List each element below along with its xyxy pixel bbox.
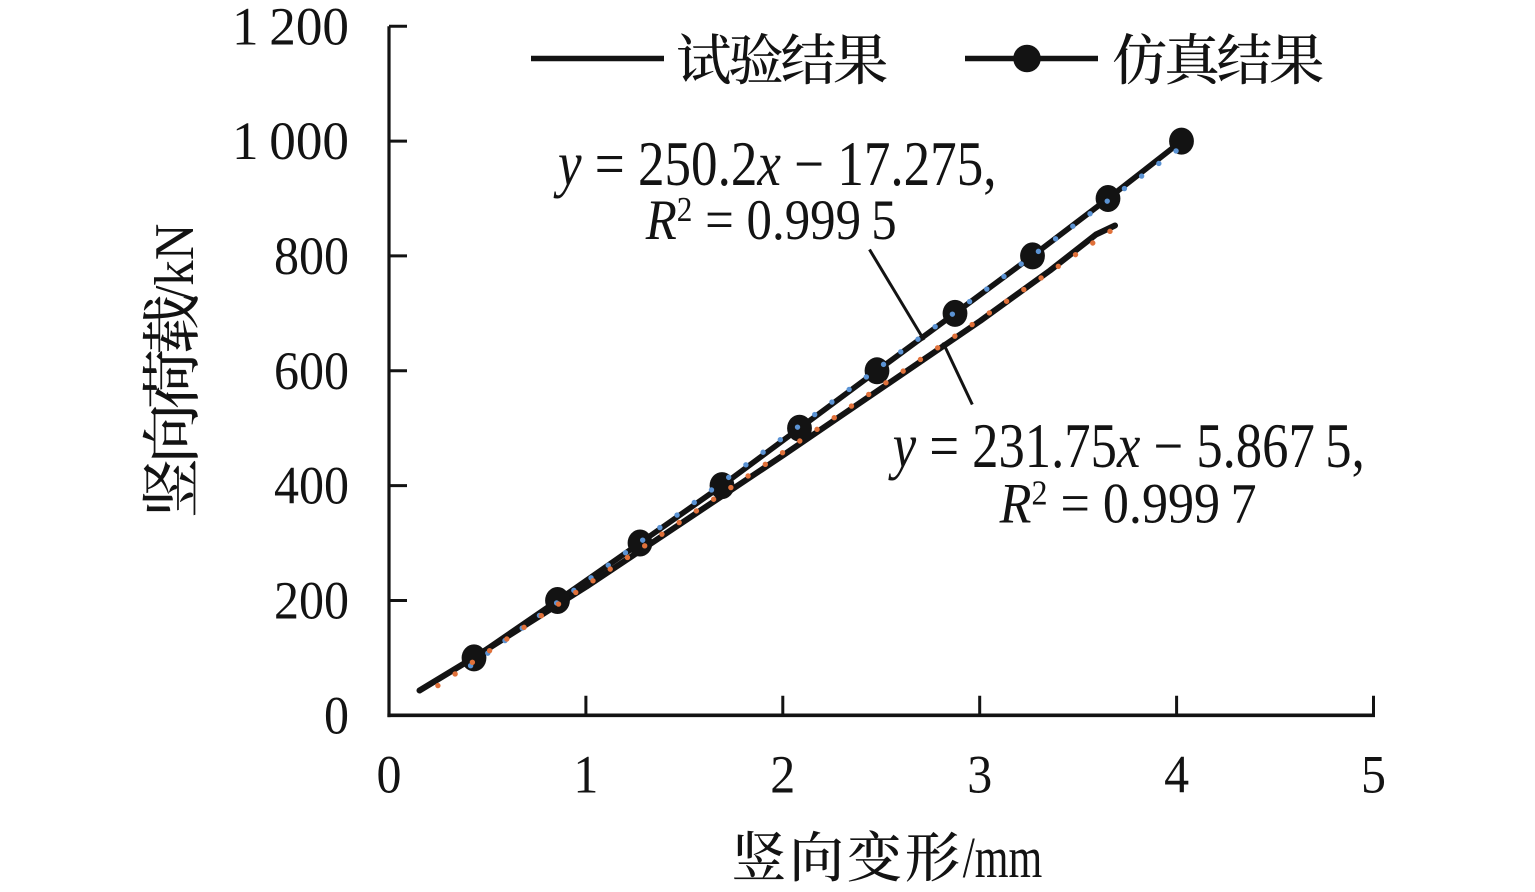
svg-text:0: 0	[324, 685, 349, 745]
svg-text:5: 5	[1361, 745, 1386, 805]
svg-text:4: 4	[1164, 745, 1189, 805]
svg-text:0: 0	[377, 745, 402, 805]
svg-text:3: 3	[967, 745, 992, 805]
svg-text:y = 250.2x − 17.275,: y = 250.2x − 17.275,	[553, 129, 997, 199]
svg-text:/mm: /mm	[963, 825, 1043, 890]
svg-text:200: 200	[274, 571, 349, 631]
svg-text:1: 1	[573, 745, 598, 805]
svg-text:600: 600	[274, 341, 349, 401]
svg-text:R2​ = 0.999 7: R2​ = 0.999 7	[999, 473, 1257, 536]
svg-text:/kN: /kN	[144, 224, 206, 300]
svg-text:2: 2	[770, 745, 795, 805]
svg-text:y = 231.75x − 5.867 5,: y = 231.75x − 5.867 5,	[888, 411, 1365, 481]
svg-text:1 200: 1 200	[232, 0, 349, 56]
svg-text:400: 400	[274, 456, 349, 516]
svg-text:R2​ = 0.999 5: R2​ = 0.999 5	[645, 189, 897, 252]
svg-text:1 000: 1 000	[232, 111, 349, 171]
svg-text:800: 800	[274, 226, 349, 286]
